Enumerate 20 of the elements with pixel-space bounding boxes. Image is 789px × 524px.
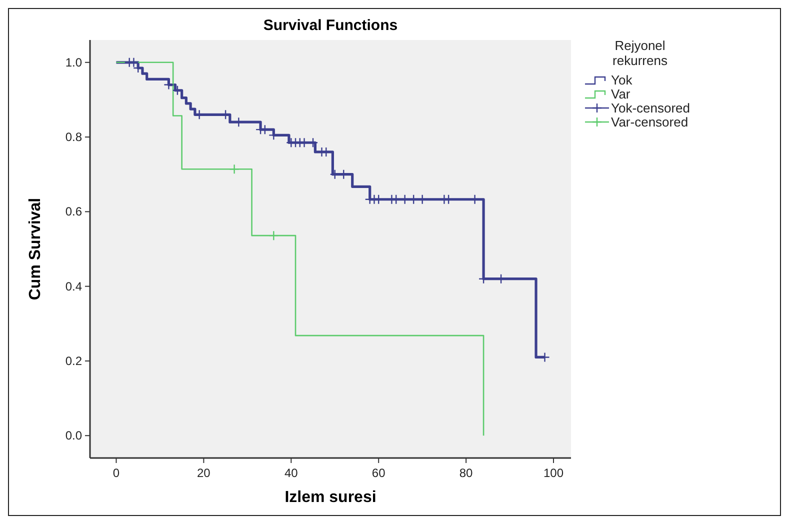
x-tick-label: 60	[372, 466, 386, 480]
x-tick-label: 40	[284, 466, 298, 480]
y-axis-title: Cum Survival	[27, 198, 44, 300]
x-axis-title: Izlem suresi	[284, 489, 376, 506]
x-tick-label: 0	[112, 466, 120, 480]
legend-label: Yok	[611, 72, 633, 88]
x-tick-label: 20	[197, 466, 211, 480]
chart-title: Survival Functions	[263, 17, 398, 34]
legend-label: Var	[611, 86, 631, 102]
y-tick-label: 0.4	[65, 279, 82, 294]
x-tick-label: 80	[459, 466, 474, 480]
legend-label: Yok-censored	[611, 100, 690, 116]
y-tick-label: 0.2	[65, 354, 82, 368]
y-tick-label: 0.6	[65, 204, 82, 219]
y-tick-label: 1.0	[65, 55, 82, 70]
y-tick-label: 0.8	[65, 130, 82, 144]
x-tick-label: 100	[543, 466, 564, 480]
y-tick-label: 0.0	[65, 428, 82, 443]
legend-label: Var-censored	[611, 114, 688, 130]
legend-title: Rejyonel rekurrens	[612, 38, 668, 68]
